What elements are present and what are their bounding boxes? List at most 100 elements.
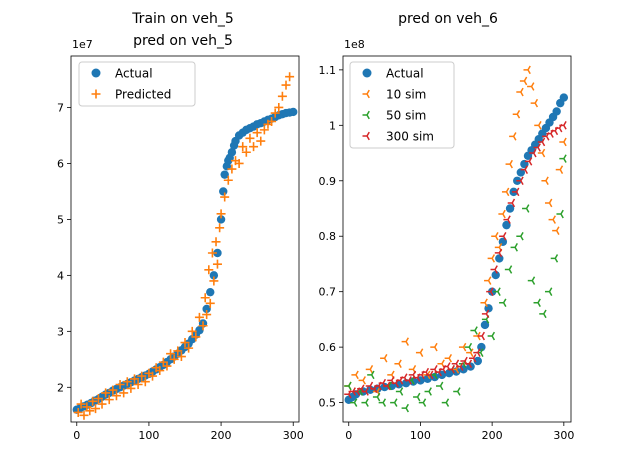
chart-left-point-1-12 — [111, 391, 121, 401]
chart-right-point-1-16 — [458, 342, 467, 352]
chart-left-point-1-41 — [207, 248, 217, 258]
chart-right-offset-text: 1e8 — [344, 38, 365, 51]
chart-right-legend-label-1: 10 sim — [386, 88, 426, 102]
chart-left-point-1-13 — [115, 380, 125, 390]
chart-right-point-2-28 — [504, 265, 513, 274]
chart-left-ytick-label-5: 7 — [57, 101, 64, 114]
chart-left-point-1-30 — [176, 352, 186, 362]
chart-right-point-2-27 — [499, 298, 507, 308]
chart-right-point-3-26 — [456, 362, 464, 371]
chart-right-legend-marker-3 — [362, 131, 370, 141]
chart-right-legend-label-2: 50 sim — [386, 109, 426, 123]
chart-right-point-1-40 — [555, 165, 564, 174]
chart-right-point-3-42 — [524, 157, 533, 166]
chart-right-series-3 — [344, 121, 567, 399]
chart-left-point-1-43 — [211, 237, 221, 247]
chart-left-series-1 — [73, 72, 295, 420]
chart-left-point-1-17 — [129, 374, 139, 384]
chart-right-point-1-25 — [501, 187, 510, 197]
chart-left-point-1-63 — [277, 91, 287, 101]
chart-left-ytick-label-0: 2 — [57, 381, 64, 394]
chart-left-offset-text: 1e7 — [72, 38, 93, 51]
chart-left-point-1-46 — [216, 209, 226, 219]
chart-left-xtick-label-1: 100 — [138, 429, 159, 442]
chart-left-xtick-label-3: 300 — [283, 429, 304, 442]
chart-right-point-2-5 — [372, 392, 381, 402]
chart-right-point-2-0 — [344, 381, 352, 391]
chart-left-point-1-6 — [91, 404, 101, 414]
chart-right-point-1-26 — [505, 159, 513, 169]
chart-right-point-0-41 — [552, 107, 561, 116]
chart-left-legend-marker-0 — [91, 68, 101, 78]
chart-left-point-1-61 — [270, 108, 280, 118]
chart-right-point-1-24 — [498, 209, 506, 219]
chart-right-point-1-41 — [559, 137, 567, 147]
chart-left-point-1-57 — [256, 136, 266, 146]
chart-left-point-0-40 — [216, 215, 226, 224]
chart-right-point-1-8 — [401, 337, 409, 346]
chart-left-point-1-10 — [104, 395, 114, 405]
chart-left-point-1-35 — [194, 312, 204, 322]
chart-left-legend-label-0: Actual — [115, 67, 153, 81]
chart-right-legend: Actual 10 sim 50 sim 300 sim — [349, 61, 455, 149]
chart-left-point-1-27 — [166, 349, 176, 359]
chart-right-point-2-19 — [453, 387, 461, 396]
chart-right-point-3-43 — [529, 148, 537, 158]
chart-left-point-1-48 — [223, 175, 233, 185]
chart-left-axes-frame — [70, 55, 300, 423]
chart-left-point-1-19 — [137, 371, 147, 381]
chart-right-legend-label-0: Actual — [386, 67, 424, 81]
chart-right: pred on veh_6 1e8 0 100 200 300 0.5 0.6 0.7 0.8… — [319, 11, 575, 442]
chart-right-axes-frame — [342, 55, 572, 423]
chart-right-point-3-40 — [516, 176, 524, 186]
chart-right-point-1-5 — [380, 353, 388, 363]
chart-right-point-2-3 — [361, 398, 369, 407]
chart-right-point-1-14 — [444, 353, 453, 363]
chart-right-point-2-26 — [493, 287, 501, 296]
chart-right-point-1-30 — [519, 76, 528, 86]
chart-right-point-2-16 — [436, 381, 444, 391]
chart-left-point-0-34 — [195, 326, 204, 335]
chart-right-point-2-22 — [470, 326, 478, 335]
chart-right-point-2-6 — [378, 398, 387, 407]
chart-right-point-1-10 — [415, 348, 424, 357]
chart-left-point-1-31 — [180, 338, 190, 348]
chart-right-point-2-33 — [533, 298, 541, 308]
chart-right-xtick-label-0: 0 — [345, 429, 352, 442]
chart-left-point-1-56 — [252, 128, 262, 138]
chart-right-point-1-36 — [541, 176, 549, 186]
chart-left-point-1-45 — [215, 223, 225, 233]
chart-right-point-1-21 — [487, 254, 496, 263]
chart-left-point-1-32 — [184, 343, 194, 353]
chart-left-xtick-label-0: 0 — [73, 429, 80, 442]
chart-left-point-1-24 — [155, 366, 165, 376]
chart-left-point-1-42 — [209, 276, 219, 286]
chart-left-point-0-41 — [219, 187, 228, 196]
chart-right-point-0-12 — [423, 374, 432, 383]
chart-right-point-1-19 — [480, 298, 488, 308]
chart-right-point-1-29 — [516, 87, 524, 97]
chart-right-xtick-label-1: 100 — [410, 429, 431, 442]
chart-right-xtick-label-2: 200 — [482, 429, 503, 442]
chart-left-point-1-44 — [212, 259, 222, 269]
chart-right-point-1-2 — [358, 376, 366, 385]
chart-left-point-1-37 — [200, 293, 210, 303]
chart-right-point-1-27 — [509, 132, 517, 141]
chart-right-point-0-27 — [502, 220, 511, 230]
chart-right-point-2-10 — [401, 403, 409, 413]
chart-left-point-1-9 — [101, 388, 111, 398]
chart-left-title-line-1: Train on veh_5 — [131, 11, 234, 27]
chart-left-point-1-52 — [238, 142, 248, 152]
chart-left-title-line-2: pred on veh_5 — [133, 33, 233, 49]
chart-right-ytick-label-1: 0.6 — [319, 341, 337, 354]
chart-right-point-2-9 — [395, 387, 404, 396]
chart-right-point-3-31 — [477, 331, 485, 341]
chart-left-xtick-label-2: 200 — [211, 429, 232, 442]
chart-right-point-3-19 — [425, 370, 434, 380]
chart-left-legend-marker-1 — [91, 89, 101, 99]
chart-right-point-2-29 — [510, 243, 518, 252]
chart-left-point-1-55 — [249, 142, 259, 152]
chart-right-ytick-label-4: 0.9 — [319, 175, 337, 188]
chart-left-point-1-53 — [241, 147, 251, 157]
chart-left-point-1-65 — [285, 72, 295, 82]
